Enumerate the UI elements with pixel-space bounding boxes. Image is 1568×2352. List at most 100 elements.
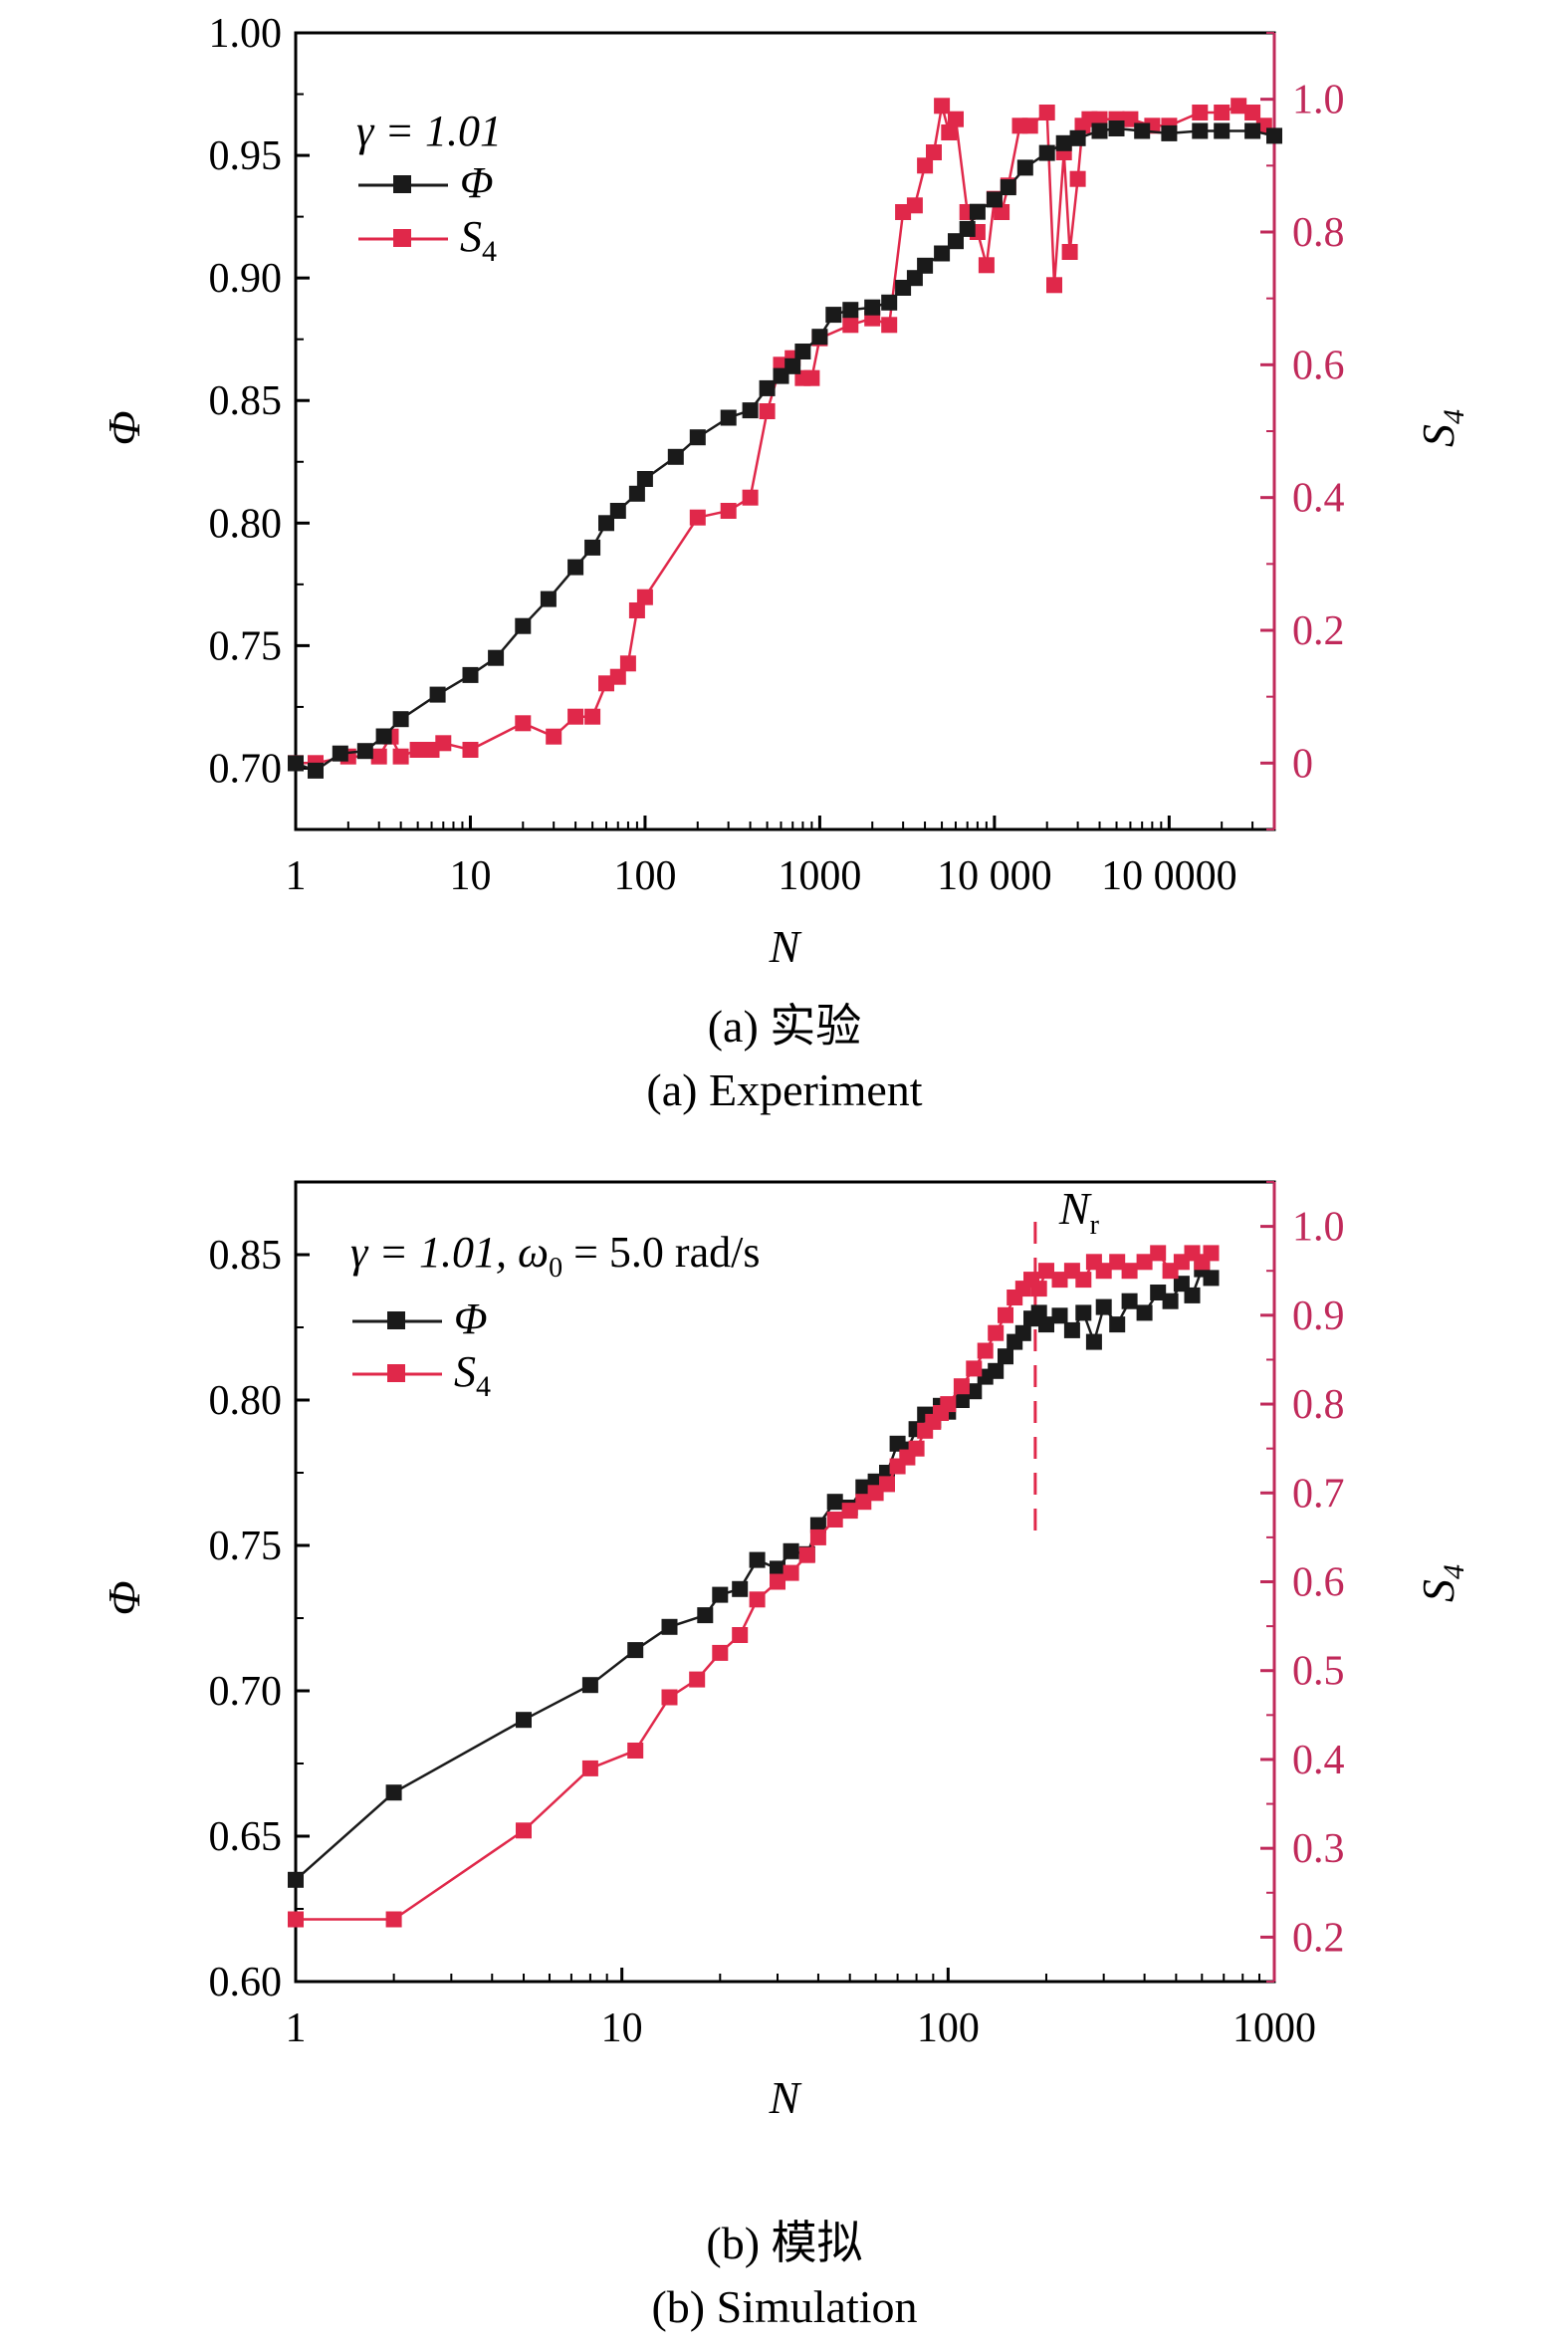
- s4-point: [462, 742, 479, 758]
- s4-point: [770, 1573, 785, 1590]
- series-group: [288, 98, 1282, 779]
- phi-point: [689, 429, 706, 446]
- phi-point: [1192, 122, 1209, 139]
- right-y-tick-label: 0.6: [1292, 343, 1345, 388]
- phi-point: [356, 743, 373, 760]
- phi-point: [1266, 127, 1282, 144]
- s4-point: [392, 748, 409, 765]
- left-y-tick-label: 0.80: [209, 501, 283, 547]
- s4-point: [1030, 1281, 1047, 1297]
- right-y-tick-label: 1.0: [1292, 1205, 1345, 1251]
- phi-series-line: [295, 126, 1275, 773]
- left-y-tick-label: 0.65: [209, 1814, 283, 1860]
- chart-experiment: 1 10 100 1000 10 000 10 0000 0.700.750.800.85…: [99, 11, 1470, 972]
- phi-point: [1214, 122, 1231, 139]
- left-y-tick-label: 0.95: [209, 133, 283, 179]
- right-y-tick-label: 0.7: [1292, 1471, 1345, 1517]
- s4-point: [977, 1342, 994, 1359]
- phi-point: [1244, 122, 1261, 139]
- s4-point: [1203, 1245, 1220, 1262]
- x-tick-label: 10 0000: [1101, 853, 1237, 899]
- phi-point: [1134, 122, 1151, 139]
- phi-point: [864, 299, 881, 316]
- s4-point: [370, 748, 387, 765]
- phi-point: [811, 329, 828, 346]
- s4-point: [994, 204, 1010, 220]
- reference-line-label: Nr: [1058, 1183, 1100, 1241]
- phi-point: [288, 1871, 304, 1888]
- phi-point: [375, 728, 392, 745]
- phi-point: [392, 711, 409, 728]
- reference-line-group: Nr: [1033, 1183, 1100, 1530]
- phi-point: [988, 1362, 1005, 1379]
- s4-point: [803, 369, 820, 386]
- s4-point: [881, 317, 898, 334]
- s4-point: [581, 1760, 598, 1776]
- phi-point: [609, 503, 626, 519]
- right-y-tick-label: 0.6: [1292, 1560, 1345, 1606]
- s4-point: [636, 588, 653, 605]
- s4-point: [966, 1360, 983, 1377]
- left-y-tick-label: 0.75: [209, 623, 283, 669]
- left-axis-ticks: 0.70 0.75 0.80 0.85 0.90 0.95 1.00: [209, 11, 310, 830]
- phi-point: [628, 485, 645, 502]
- phi-point: [826, 1494, 843, 1511]
- phi-series-line: [295, 1267, 1213, 1881]
- right-y-tick-label: 0.4: [1292, 476, 1345, 522]
- s4-point: [841, 1503, 858, 1520]
- phi-point: [825, 307, 842, 324]
- s4-point: [855, 1494, 872, 1511]
- s4-point: [732, 1627, 749, 1643]
- s4-point: [546, 728, 562, 745]
- s4-point: [908, 1440, 925, 1457]
- legend-annotation-gamma: γ = 1.01, ω: [350, 1228, 549, 1277]
- x-tick-label: 100: [613, 853, 676, 899]
- s4-point: [628, 602, 645, 618]
- legend-phi-label: Φ: [460, 158, 494, 207]
- s4-point: [809, 1529, 826, 1545]
- phi-point: [667, 448, 684, 465]
- phi-point: [1162, 1293, 1179, 1309]
- phi-point: [809, 1517, 826, 1533]
- x-tick-label: 10: [601, 2005, 643, 2051]
- legend-annotation-sub: 0: [549, 1253, 562, 1284]
- x-tick-label: 10 000: [937, 853, 1052, 899]
- legend-annotation: γ = 1.01: [356, 107, 502, 155]
- right-y-tick-label: 0.8: [1292, 210, 1345, 256]
- phi-point: [986, 191, 1003, 208]
- phi-point: [1038, 1316, 1054, 1333]
- phi-point: [966, 1383, 983, 1400]
- legend-s4-marker: [387, 1364, 405, 1382]
- phi-point: [1136, 1304, 1153, 1321]
- s4-point: [1150, 1245, 1167, 1262]
- left-y-tick-label: 0.85: [209, 378, 283, 424]
- phi-point: [1063, 1321, 1080, 1338]
- right-axis-label-S: S: [1413, 424, 1463, 447]
- phi-point: [1075, 1304, 1092, 1321]
- phi-point: [917, 257, 934, 274]
- s4-point: [1244, 105, 1261, 120]
- left-y-tick-label: 0.85: [209, 1233, 283, 1279]
- phi-point: [720, 409, 737, 426]
- phi-point: [516, 1712, 532, 1729]
- s4-point: [1038, 105, 1055, 120]
- legend-phi-label: Φ: [454, 1294, 488, 1343]
- phi-point: [488, 649, 505, 666]
- x-axis-ticks: 1 10 100 1000 10 000 10 0000: [286, 816, 1275, 899]
- left-y-tick-label: 0.70: [209, 1669, 283, 1715]
- chart-simulation: 1 10 100 1000 0.600.650.700.750.800.85 0.20…: [99, 1180, 1470, 2123]
- phi-point: [332, 745, 348, 762]
- right-y-tick-label: 0.2: [1292, 1915, 1345, 1961]
- right-y-tick-label: 0.2: [1292, 608, 1345, 654]
- phi-point: [1091, 122, 1108, 139]
- s4-point: [917, 157, 934, 174]
- right-axis-label: S4: [1413, 409, 1470, 447]
- phi-point: [934, 245, 951, 262]
- x-axis-ticks: 1 10 100 1000: [286, 1968, 1316, 2051]
- s4-point: [385, 1911, 402, 1928]
- s4-point: [409, 742, 426, 758]
- phi-point: [732, 1580, 749, 1597]
- x-axis-label: N: [769, 921, 802, 972]
- s4-point: [926, 144, 942, 160]
